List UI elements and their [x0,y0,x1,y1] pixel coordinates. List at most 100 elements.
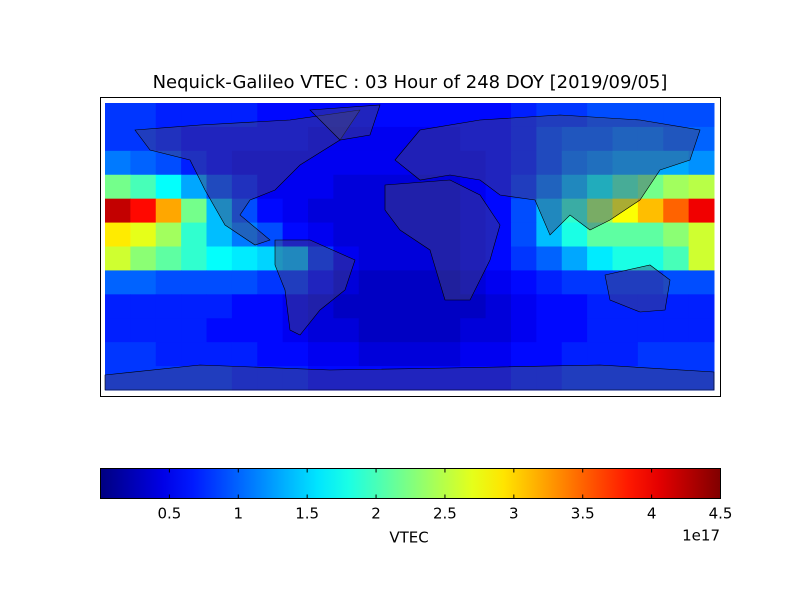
colorbar-tick-label: 4 [647,505,657,523]
cell [511,366,537,391]
cell [434,246,461,271]
cell [434,150,461,176]
cell [485,366,512,391]
cell [308,318,334,343]
cell [206,366,233,391]
cell [384,150,410,176]
cell [460,366,487,391]
cell [384,222,410,247]
cell [688,294,715,319]
cell [105,150,131,176]
cell [155,246,182,271]
cell [561,366,588,391]
cell [688,174,715,200]
cell [511,198,537,224]
cell [485,198,512,224]
cell [282,103,309,128]
cell [358,198,385,224]
cell [637,174,664,200]
cell [282,174,309,200]
cell [130,198,157,224]
cell [485,150,512,176]
cell [409,318,436,343]
cell [663,246,690,271]
colorbar-tick-label: 3 [509,505,519,523]
colorbar-tick-label: 1 [234,505,244,523]
cell [536,246,563,271]
cell [688,342,715,367]
cell [561,150,588,176]
cell [130,294,157,319]
cell [688,366,715,391]
cell [612,126,639,152]
cell [460,198,487,224]
cell [409,222,436,247]
cell [282,198,309,224]
cell [536,294,563,319]
cell [282,150,309,176]
cell [663,150,690,176]
cell [181,198,207,224]
cell [130,150,157,176]
cell [155,222,182,247]
cell [688,126,715,152]
cell [206,246,233,271]
cell [434,103,461,128]
cell [511,103,537,128]
cell [663,174,690,200]
cell [663,103,690,128]
cell [130,222,157,247]
cell [130,342,157,367]
cell [384,366,410,391]
chart-title: Nequick-Galileo VTEC : 03 Hour of 248 DO… [153,72,668,93]
cell [358,246,385,271]
cell [536,126,563,152]
cell [536,342,563,367]
cell [155,198,182,224]
cell [308,103,334,128]
colorbar-tick-label: 2.5 [433,505,457,523]
cell [206,174,233,200]
cell [257,198,284,224]
cell [333,222,360,247]
cell [637,198,664,224]
cell [155,294,182,319]
cell [536,366,563,391]
cell [612,342,639,367]
cell [206,198,233,224]
cell [434,270,461,295]
cell [358,294,385,319]
cell [460,246,487,271]
cell [688,270,715,295]
colorbar-offset: 1e17 [682,527,720,545]
cell [637,222,664,247]
cell [536,270,563,295]
cell [485,270,512,295]
cell [511,174,537,200]
cell [612,222,639,247]
cell [155,126,182,152]
cell [688,198,715,224]
cell [105,103,131,128]
map-frame [100,97,721,397]
cell [130,103,157,128]
cell [561,174,588,200]
cell [561,318,588,343]
cell [257,318,284,343]
cell [587,103,613,128]
cell [688,222,715,247]
cell [612,246,639,271]
cell [308,126,334,152]
colorbar-tick-label: 4.5 [709,505,733,523]
cell [181,174,207,200]
cell [587,174,613,200]
cell [181,126,207,152]
cell [637,366,664,391]
cell [587,366,613,391]
cell [511,318,537,343]
cell [282,246,309,271]
cell [434,366,461,391]
cell [511,270,537,295]
cell [409,270,436,295]
